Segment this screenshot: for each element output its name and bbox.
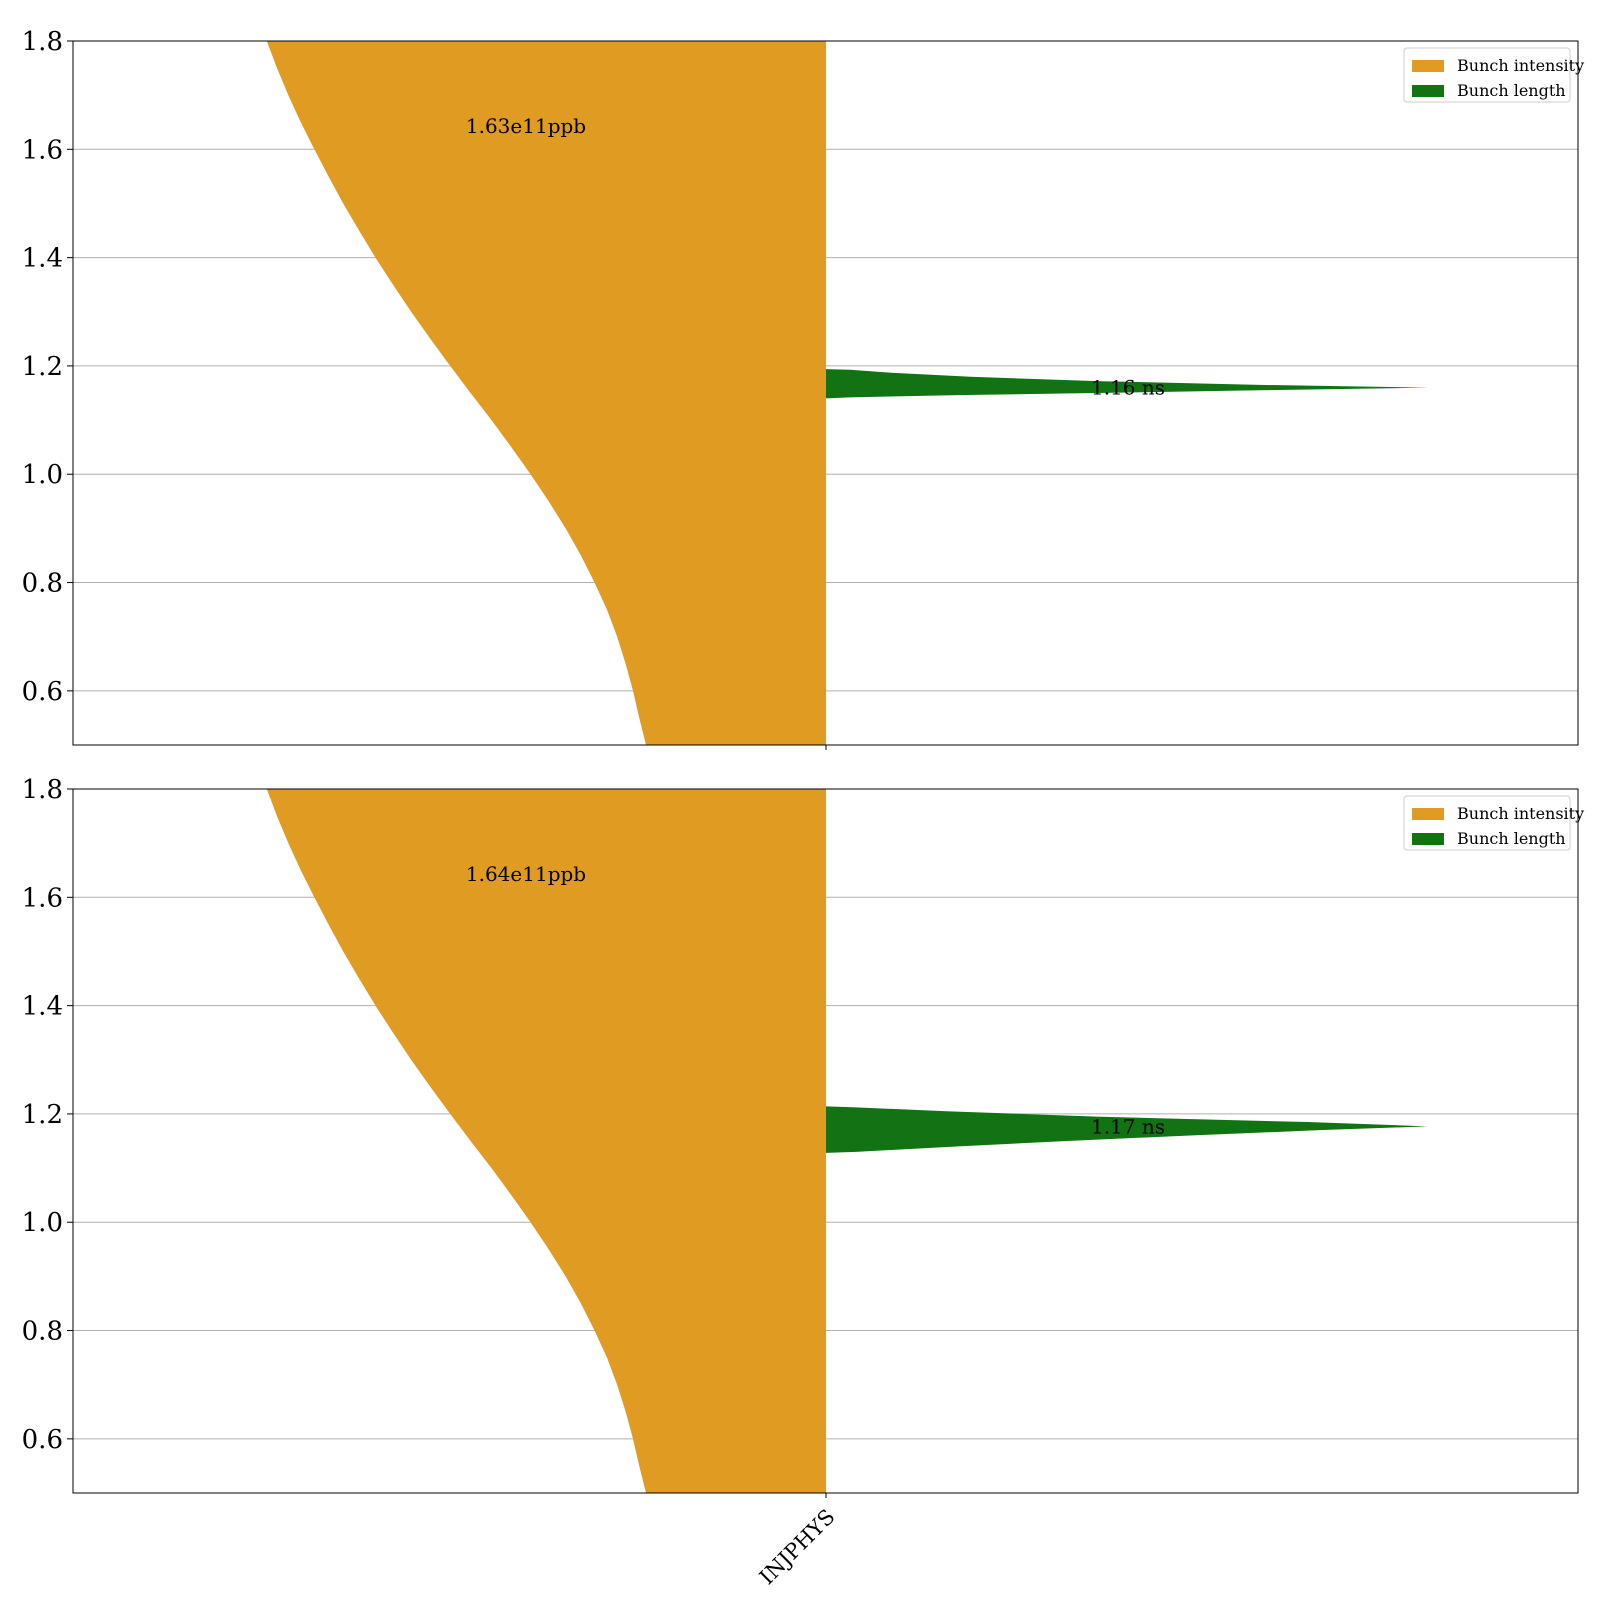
bunch-intensity-label: 1.63e11ppb [466, 114, 586, 138]
y-tick-label: 1.2 [22, 1100, 63, 1130]
legend-box [1403, 795, 1571, 851]
chart-panel: 1.63e11ppb 1.16 ns 0.6 0.8 1.0 1.2 1.4 1.6 1.8 Bu… [22, 27, 1584, 750]
legend-swatch-intensity [1412, 808, 1444, 820]
x-tick-label: INJPHYS [755, 1505, 840, 1590]
legend: Bunch intensity Bunch length [1403, 795, 1584, 851]
y-tick-label: 0.6 [22, 677, 63, 707]
legend-label-length: Bunch length [1457, 829, 1566, 848]
chart-panel: 1.64e11ppb 1.17 ns 0.6 0.8 1.0 1.2 1.4 1.6 1.8 IN… [22, 775, 1585, 1589]
legend-label-intensity: Bunch intensity [1457, 56, 1584, 75]
bunch-length-violin [826, 1106, 1428, 1153]
legend: Bunch intensity Bunch length [1403, 47, 1584, 103]
y-tick-label: 1.4 [22, 244, 63, 274]
legend-swatch-length [1412, 85, 1444, 97]
bunch-length-label: 1.17 ns [1091, 1114, 1165, 1138]
violin-layer [266, 41, 1428, 745]
bunch-length-label: 1.16 ns [1091, 376, 1165, 400]
y-tick-label: 1.8 [22, 775, 63, 805]
legend-box [1403, 47, 1571, 103]
bunch-length-violin [826, 369, 1428, 399]
y-tick-label: 0.8 [22, 569, 63, 599]
y-tick-label: 1.8 [22, 27, 63, 57]
y-tick-label: 0.8 [22, 1317, 63, 1347]
y-tick-label: 1.4 [22, 992, 63, 1022]
bunch-intensity-violin [266, 41, 826, 745]
bunch-intensity-violin [266, 789, 826, 1493]
legend-label-intensity: Bunch intensity [1457, 804, 1584, 823]
y-tick-label: 1.0 [22, 1208, 63, 1238]
y-tick-label: 1.6 [22, 135, 63, 165]
legend-label-length: Bunch length [1457, 81, 1566, 100]
y-tick-label: 1.6 [22, 883, 63, 913]
bunch-intensity-label: 1.64e11ppb [466, 862, 586, 886]
y-tick-label: 1.2 [22, 352, 63, 382]
y-tick-label: 0.6 [22, 1425, 63, 1455]
legend-swatch-intensity [1412, 60, 1444, 72]
legend-swatch-length [1412, 833, 1444, 845]
violin-layer [266, 789, 1428, 1493]
y-tick-label: 1.0 [22, 460, 63, 490]
